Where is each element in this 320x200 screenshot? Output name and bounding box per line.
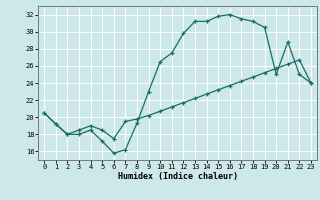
X-axis label: Humidex (Indice chaleur): Humidex (Indice chaleur) — [118, 172, 238, 181]
